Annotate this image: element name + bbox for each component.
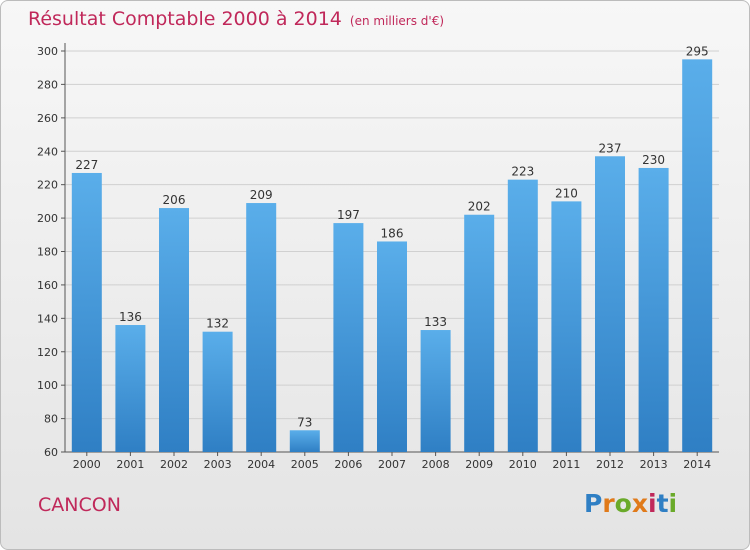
y-tick-label: 300 xyxy=(37,45,58,58)
logo-letter: o xyxy=(614,489,632,518)
y-tick-label: 140 xyxy=(37,312,58,325)
data-label: 223 xyxy=(511,165,534,179)
x-tick-label: 2007 xyxy=(378,458,406,471)
x-tick-label: 2002 xyxy=(160,458,188,471)
bar xyxy=(595,156,625,452)
y-tick-label: 280 xyxy=(37,78,58,91)
data-label: 237 xyxy=(599,141,622,155)
data-label: 73 xyxy=(297,415,312,429)
data-label: 136 xyxy=(119,310,142,324)
x-tick-label: 2000 xyxy=(73,458,101,471)
bar xyxy=(202,331,233,452)
x-tick-label: 2005 xyxy=(291,458,319,471)
x-tick-label: 2011 xyxy=(552,458,580,471)
x-tick-label: 2003 xyxy=(204,458,232,471)
data-label: 210 xyxy=(555,186,578,200)
y-tick-label: 240 xyxy=(37,145,58,158)
bar xyxy=(638,167,669,453)
bar xyxy=(289,430,320,452)
data-label: 206 xyxy=(163,193,186,207)
y-tick-label: 100 xyxy=(37,379,58,392)
x-tick-label: 2010 xyxy=(509,458,537,471)
data-label: 133 xyxy=(424,315,447,329)
bar xyxy=(159,208,189,452)
y-tick-label: 200 xyxy=(37,212,58,225)
town-name: CANCON xyxy=(38,494,121,516)
x-tick-label: 2014 xyxy=(683,458,711,471)
x-tick-label: 2006 xyxy=(334,458,362,471)
logo-letter: P xyxy=(584,489,603,518)
y-tick-label: 120 xyxy=(37,346,58,359)
bar xyxy=(115,325,146,452)
x-tick-label: 2012 xyxy=(596,458,624,471)
logo-letter: i xyxy=(648,489,657,518)
data-label: 132 xyxy=(206,317,229,331)
logo-letter: t xyxy=(656,489,669,518)
y-tick-label: 220 xyxy=(37,179,58,192)
y-tick-label: 260 xyxy=(37,112,58,125)
y-tick-label: 180 xyxy=(37,246,58,259)
x-tick-label: 2013 xyxy=(640,458,668,471)
bar xyxy=(71,172,102,453)
data-label: 209 xyxy=(250,188,273,202)
data-label: 230 xyxy=(642,153,665,167)
bar xyxy=(377,241,407,452)
data-label: 186 xyxy=(381,226,404,240)
logo-letter: x xyxy=(631,489,648,518)
bar xyxy=(551,201,582,452)
bar xyxy=(420,330,451,452)
data-label: 295 xyxy=(686,44,709,58)
data-label: 202 xyxy=(468,200,491,214)
x-tick-label: 2001 xyxy=(116,458,144,471)
bar xyxy=(464,214,495,452)
bar xyxy=(682,59,713,453)
y-tick-label: 60 xyxy=(44,446,58,459)
bar xyxy=(333,223,364,452)
proxiti-logo: Proxiti xyxy=(584,489,677,518)
x-tick-label: 2008 xyxy=(422,458,450,471)
chart-title: Résultat Comptable 2000 à 2014 (en millie… xyxy=(28,8,444,30)
chart-unit: (en milliers d'€) xyxy=(349,14,445,28)
logo-letter: i xyxy=(668,489,678,518)
x-tick-label: 2009 xyxy=(465,458,493,471)
y-tick-label: 160 xyxy=(37,279,58,292)
bar xyxy=(507,179,538,452)
logo-letter: r xyxy=(602,489,615,518)
y-tick-label: 80 xyxy=(44,413,58,426)
data-label: 197 xyxy=(337,208,360,222)
bar xyxy=(246,203,277,452)
chart-title-text: Résultat Comptable 2000 à 2014 xyxy=(28,8,342,30)
x-tick-label: 2004 xyxy=(247,458,275,471)
data-label: 227 xyxy=(75,158,98,172)
